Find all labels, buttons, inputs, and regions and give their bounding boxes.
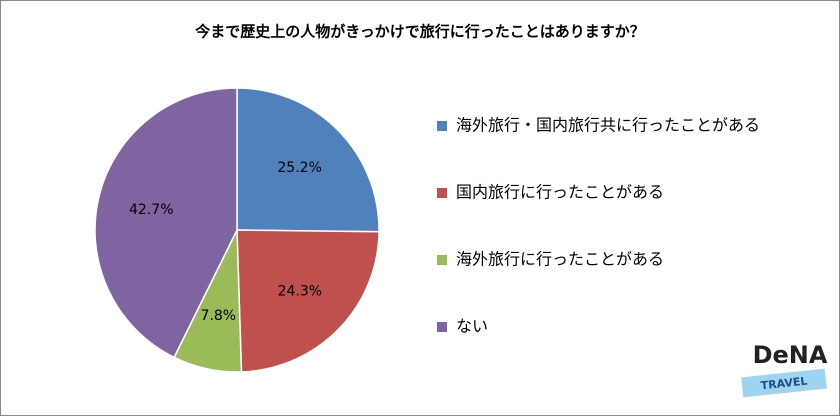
logo-band-bg — [741, 368, 827, 398]
legend-label: 海外旅行・国内旅行共に行ったことがある — [456, 116, 760, 135]
legend-swatch — [437, 255, 447, 265]
legend-swatch — [437, 188, 447, 198]
logo-name: DeNA — [753, 341, 828, 369]
data-label: 25.2% — [277, 160, 321, 176]
logo: TRAVEL DeNA — [741, 341, 828, 398]
legend-label: 海外旅行に行ったことがある — [456, 250, 664, 269]
data-label: 42.7% — [129, 202, 173, 218]
data-label: 7.8% — [201, 308, 237, 324]
legend-swatch — [437, 121, 447, 131]
logo-tagline: TRAVEL — [760, 375, 808, 393]
legend-swatch — [437, 322, 447, 332]
logo-band: TRAVEL — [741, 368, 827, 398]
data-label: 24.3% — [278, 284, 322, 300]
legend-label: ない — [456, 317, 488, 336]
legend-label: 国内旅行に行ったことがある — [456, 183, 664, 202]
pie-slice — [94, 87, 238, 359]
pie-slice — [236, 229, 380, 373]
pie-slice — [236, 87, 380, 233]
chart-title: 今まで歴史上の人物がきっかけで旅行に行ったことはありますか？ — [194, 23, 644, 41]
